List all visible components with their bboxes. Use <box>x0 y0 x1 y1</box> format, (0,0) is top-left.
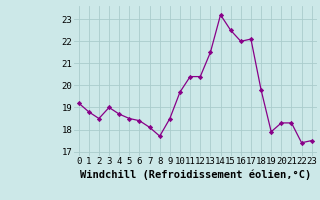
X-axis label: Windchill (Refroidissement éolien,°C): Windchill (Refroidissement éolien,°C) <box>80 169 311 180</box>
